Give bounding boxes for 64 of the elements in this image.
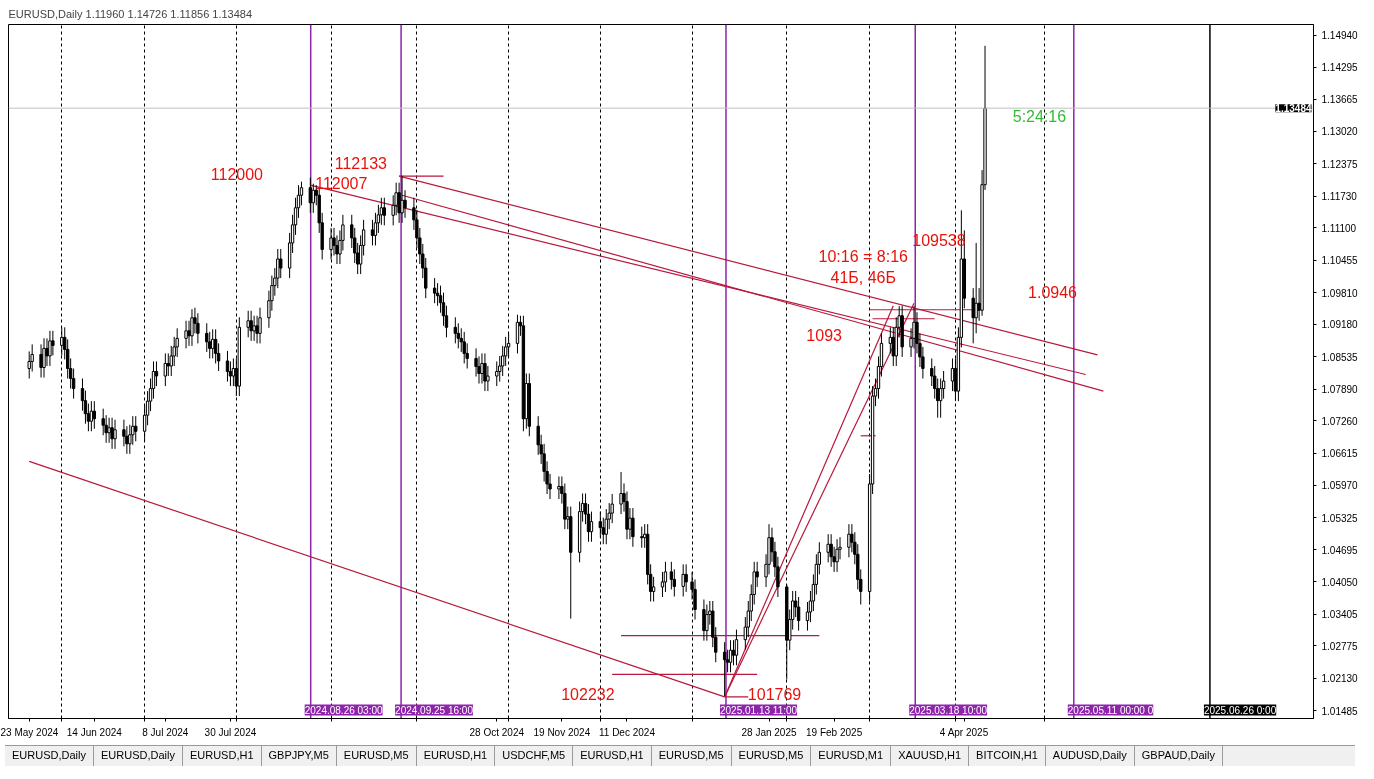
annotation: 112000 bbox=[210, 165, 264, 183]
y-tick-label: 1.06615 bbox=[1321, 448, 1359, 460]
y-tick-label: 1.07890 bbox=[1321, 384, 1359, 396]
annotation: 101769 bbox=[747, 686, 802, 704]
x-tick-label: 14 Jun 2024 bbox=[66, 726, 123, 738]
text: XAUUSD,H1 bbox=[891, 746, 970, 766]
ref-line-label: 2025.01.13 11:00 bbox=[719, 704, 798, 716]
text: EURUSD,M5 bbox=[731, 746, 812, 766]
x-tick-label: 28 Oct 2024 bbox=[469, 726, 525, 738]
y-tick-label: 1.13665 bbox=[1321, 94, 1359, 106]
text: EURUSD,H1 bbox=[416, 746, 496, 766]
x-tick-label: 30 Jul 2024 bbox=[204, 726, 257, 738]
y-tick-label: 1.05325 bbox=[1321, 512, 1359, 524]
y-tick-label: 1.13020 bbox=[1321, 126, 1359, 138]
ref-line-label: 2025.06.26 0:00 bbox=[1203, 704, 1277, 716]
annotation: 112007 bbox=[315, 174, 368, 192]
text: AUDUSD,Daily bbox=[1045, 746, 1135, 766]
x-tick-label: 4 Apr 2025 bbox=[939, 726, 989, 738]
y-tick-label: 1.01485 bbox=[1321, 705, 1359, 717]
y-tick-label: 1.14940 bbox=[1321, 30, 1359, 42]
ref-line-label: 1.13484 bbox=[1275, 103, 1312, 115]
x-tick-label: 23 May 2024 bbox=[0, 726, 59, 738]
y-tick-label: 1.08535 bbox=[1321, 351, 1359, 363]
ref-line-label: 2025.03.18 10:00 bbox=[909, 704, 988, 716]
annotation: 112133 bbox=[334, 155, 388, 173]
ref-line-label: 2025.05.11 00:00 0 bbox=[1067, 704, 1154, 716]
y-tick-label: 1.09810 bbox=[1321, 287, 1359, 299]
y-tick-label: 1.11100 bbox=[1321, 222, 1357, 234]
annotation: 1093 bbox=[806, 326, 843, 344]
y-tick-label: 1.09180 bbox=[1321, 319, 1359, 331]
text: GBPJPY,M5 bbox=[261, 746, 337, 766]
x-tick-label: 11 Dec 2024 bbox=[598, 726, 656, 738]
annotation: 5:24:16 bbox=[1012, 107, 1067, 125]
y-tick-label: 1.11730 bbox=[1321, 191, 1358, 203]
text: GBPAUD,Daily bbox=[1134, 746, 1223, 766]
x-tick-label: 19 Nov 2024 bbox=[533, 726, 591, 738]
x-tick-label: 28 Jan 2025 bbox=[741, 726, 797, 738]
text: EURUSD,H1 bbox=[573, 746, 652, 766]
annotation: 41Б, 46Б bbox=[830, 269, 897, 287]
y-tick-label: 1.02130 bbox=[1321, 673, 1359, 685]
ref-line-label: 2024.09.25 16:00 bbox=[395, 704, 474, 716]
text: BITCOIN,H1 bbox=[969, 746, 1046, 766]
x-tick-label: 8 Jul 2024 bbox=[142, 726, 189, 738]
text: EURUSD,Daily bbox=[5, 746, 94, 766]
text: USDCHF,M5 bbox=[495, 746, 574, 766]
text: EURUSD,H1 bbox=[182, 746, 262, 766]
text: EURUSD,Daily bbox=[93, 746, 183, 766]
y-tick-label: 1.04050 bbox=[1321, 576, 1359, 588]
ref-line-label: 2024.08.26 03:00 bbox=[304, 704, 383, 716]
y-tick-label: 1.02775 bbox=[1321, 640, 1359, 652]
y-tick-label: 1.07260 bbox=[1321, 415, 1359, 427]
chart-title: EURUSD,Daily 1.11960 1.14726 1.11856 1.13484 bbox=[8, 7, 253, 20]
y-tick-label: 1.04695 bbox=[1321, 544, 1359, 556]
x-tick-label: 19 Feb 2025 bbox=[806, 726, 863, 738]
text: EURUSD,M5 bbox=[336, 746, 417, 766]
text: EURUSD,M5 bbox=[651, 746, 732, 766]
text: EURUSD,M1 bbox=[811, 746, 892, 766]
y-tick-label: 1.14295 bbox=[1321, 62, 1359, 74]
y-tick-label: 1.10455 bbox=[1321, 255, 1359, 267]
y-tick-label: 1.05970 bbox=[1321, 480, 1359, 492]
annotation: 102232 bbox=[561, 686, 615, 704]
y-tick-label: 1.12375 bbox=[1321, 158, 1359, 170]
annotation: 10:16 = 8:16 bbox=[818, 248, 909, 266]
y-tick-label: 1.03405 bbox=[1321, 609, 1359, 621]
